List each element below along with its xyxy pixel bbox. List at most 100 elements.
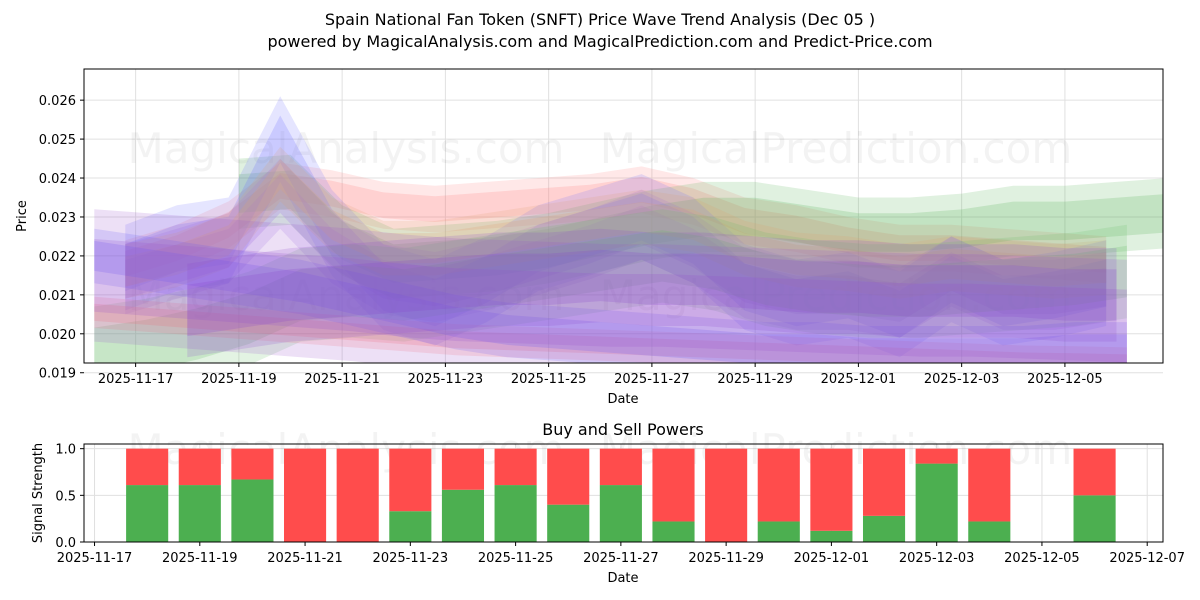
signal-x-tick-label: 2025-12-03 — [899, 551, 975, 566]
sell-bar — [915, 448, 958, 464]
buy-bar — [757, 521, 800, 542]
price-plot-frame — [83, 68, 1164, 364]
price-y-label: Price — [15, 200, 30, 232]
price-x-tick-label: 2025-11-25 — [511, 372, 587, 387]
price-band-7-layer-0 — [94, 228, 1127, 363]
price-y-tick-label: 0.023 — [39, 211, 76, 226]
buy-bar — [915, 463, 958, 542]
buy-bar — [599, 485, 642, 542]
price-band-1-layer-0 — [238, 154, 1163, 299]
price-y-tick-label: 0.020 — [39, 328, 76, 343]
price-y-tick-label: 0.024 — [39, 172, 76, 187]
price-x-tick-label: 2025-11-19 — [201, 372, 277, 387]
buy-bar — [652, 521, 695, 542]
sell-bar — [441, 448, 485, 490]
signal-y-ticks: 0.0 0.5 1.0 — [55, 443, 84, 551]
buy-bar — [441, 489, 485, 542]
signal-y-tick-label: 0.5 — [55, 489, 76, 504]
signal-x-tick-label: 2025-12-05 — [1004, 551, 1080, 566]
price-band-0-layer-0 — [125, 162, 1107, 288]
sell-bar — [389, 448, 432, 512]
price-band-5-layer-1 — [94, 230, 1127, 363]
buy-bar — [547, 504, 590, 542]
signal-chart-title: Buy and Sell Powers — [542, 420, 704, 439]
price-x-tick-label: 2025-11-29 — [717, 372, 793, 387]
price-x-tick-label: 2025-11-27 — [614, 372, 690, 387]
price-y-tick-label: 0.026 — [39, 94, 76, 109]
buy-bar — [862, 515, 906, 542]
price-x-tick-label: 2025-11-21 — [304, 372, 380, 387]
sell-bar — [1073, 448, 1116, 496]
sell-bar — [599, 448, 642, 486]
sell-bar — [757, 448, 800, 522]
signal-y-label: Signal Strength — [31, 443, 46, 543]
price-band-3-layer-0 — [125, 158, 1107, 338]
signal-x-tick-label: 2025-12-07 — [1109, 551, 1185, 566]
price-band-8-layer-0 — [94, 209, 1127, 363]
sell-bar — [231, 448, 274, 480]
price-x-tick-label: 2025-12-05 — [1027, 372, 1103, 387]
sell-bar — [336, 448, 379, 542]
price-band-6-layer-0 — [94, 296, 1127, 363]
signal-x-tick-label: 2025-11-17 — [57, 551, 133, 566]
signal-bars — [126, 448, 1116, 542]
price-y-tick-label: 0.025 — [39, 133, 76, 148]
price-band-5-layer-0 — [94, 209, 1127, 363]
buy-bar — [178, 485, 221, 542]
price-band-0-layer-1 — [125, 173, 1107, 277]
signal-x-tick-label: 2025-11-25 — [478, 551, 554, 566]
signal-x-tick-label: 2025-11-27 — [583, 551, 659, 566]
sell-bar — [652, 448, 695, 522]
price-band-4-layer-1 — [125, 159, 1107, 287]
signal-y-tick-label: 0.0 — [55, 536, 76, 551]
sell-bar — [810, 448, 853, 531]
watermark-prediction-top: MagicalPrediction.com — [600, 124, 1073, 173]
price-y-tick-label: 0.022 — [39, 250, 76, 265]
signal-x-ticks: 2025-11-17 2025-11-19 2025-11-21 2025-11-23… — [57, 542, 1185, 566]
sell-bar — [178, 448, 221, 486]
price-x-tick-label: 2025-11-17 — [98, 372, 174, 387]
watermark-analysis-top: MagicalAnalysis.com — [128, 124, 565, 173]
signal-x-tick-label: 2025-11-19 — [162, 551, 238, 566]
price-plot-area — [84, 69, 1163, 363]
price-band-9-layer-1 — [187, 249, 1117, 337]
price-band-4-layer-0 — [125, 146, 1107, 299]
price-x-label: Date — [607, 392, 638, 407]
price-chart: MagicalAnalysis.com MagicalPrediction.co… — [15, 68, 1164, 407]
buy-bar — [494, 485, 537, 542]
price-band-9-layer-0 — [187, 228, 1117, 358]
price-x-tick-label: 2025-12-01 — [821, 372, 897, 387]
signal-chart: Buy and Sell Powers MagicalAnalysis.com … — [31, 420, 1185, 586]
price-y-tick-label: 0.021 — [39, 289, 76, 304]
signal-x-tick-label: 2025-11-23 — [373, 551, 449, 566]
signal-x-tick-label: 2025-12-01 — [794, 551, 870, 566]
signal-x-tick-label: 2025-11-21 — [267, 551, 343, 566]
price-band-3-layer-1 — [125, 174, 1107, 322]
price-band-1-layer-1 — [238, 170, 1163, 283]
price-x-tick-label: 2025-11-23 — [408, 372, 484, 387]
sell-bar — [494, 448, 537, 486]
price-x-tick-label: 2025-12-03 — [924, 372, 1000, 387]
sell-bar — [705, 448, 748, 542]
signal-y-tick-label: 1.0 — [55, 443, 76, 458]
price-y-ticks: 0.019 0.020 0.021 0.022 0.023 0.024 0.025 0.026 — [39, 94, 84, 382]
sell-bar — [968, 448, 1011, 522]
signal-x-tick-label: 2025-11-29 — [688, 551, 764, 566]
price-band-2-layer-0 — [125, 96, 1107, 358]
buy-bar — [1073, 495, 1116, 542]
chart-title: Spain National Fan Token (SNFT) Price Wa… — [324, 10, 876, 29]
sell-bar — [126, 448, 169, 486]
buy-bar — [968, 521, 1011, 542]
price-band-2-layer-1 — [125, 115, 1107, 338]
buy-bar — [231, 479, 274, 542]
buy-bar — [126, 485, 169, 542]
sell-bar — [862, 448, 906, 516]
price-grid — [84, 69, 1163, 374]
price-band-6-layer-1 — [94, 303, 1127, 363]
chart-subtitle: powered by MagicalAnalysis.com and Magic… — [267, 32, 933, 51]
watermark-prediction-mid: MagicalPrediction.com — [600, 271, 1073, 320]
price-band-8-layer-1 — [94, 239, 1127, 363]
buy-bar — [389, 511, 432, 542]
watermark-analysis-mid: MagicalAnalysis.com — [128, 271, 565, 320]
